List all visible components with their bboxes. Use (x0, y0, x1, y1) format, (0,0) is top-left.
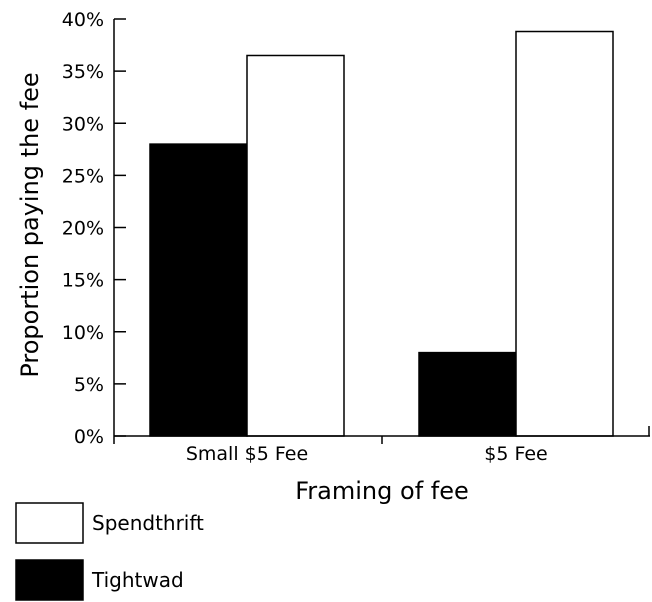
legend-label-tightwad: Tightwad (91, 568, 184, 592)
legend-swatch-tightwad (15, 559, 84, 601)
y-tick-label: 35% (62, 61, 104, 83)
x-axis-categories: Small $5 Fee $5 Fee (186, 443, 548, 465)
y-tick-label: 25% (62, 165, 104, 187)
bar-spendthrift-2 (515, 30, 614, 437)
y-tick-label: 15% (62, 270, 104, 292)
bar-tightwad-1 (149, 143, 248, 437)
x-category-label: $5 Fee (484, 443, 548, 465)
y-axis-ticks: 0% 5% 10% 15% 20% 25% 30% 35% 40% (62, 9, 650, 448)
y-axis-title: Proportion paying the fee (16, 72, 44, 377)
bar-tightwad-2 (418, 351, 517, 437)
x-axis-title: Framing of fee (295, 477, 469, 505)
y-tick-label: 30% (62, 113, 104, 135)
y-tick-label: 5% (74, 374, 104, 396)
y-tick-label: 10% (62, 322, 104, 344)
y-tick-label: 20% (62, 218, 104, 240)
legend-swatch-spendthrift (15, 502, 84, 544)
bars (149, 30, 614, 437)
legend-label-spendthrift: Spendthrift (92, 511, 204, 535)
legend: Spendthrift Tightwad (15, 502, 204, 601)
x-category-label: Small $5 Fee (186, 443, 308, 465)
y-tick-label: 0% (74, 426, 104, 448)
y-tick-label: 40% (62, 9, 104, 31)
bar-spendthrift-1 (246, 54, 345, 437)
